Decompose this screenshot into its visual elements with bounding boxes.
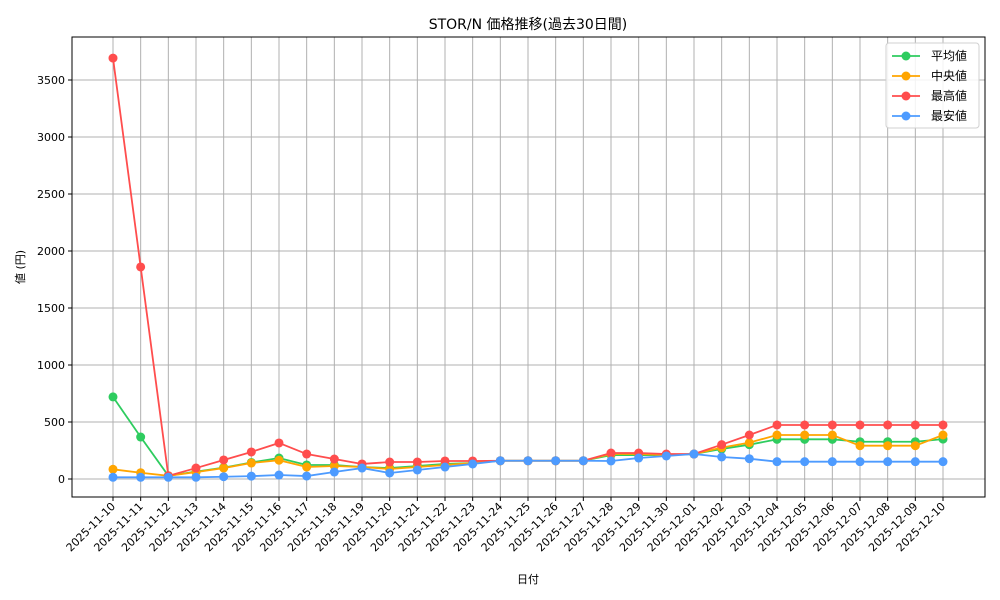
data-point xyxy=(136,472,146,482)
data-point xyxy=(661,451,671,461)
legend-label: 平均値 xyxy=(931,48,967,63)
data-point xyxy=(495,456,505,466)
data-point xyxy=(440,462,450,472)
data-point xyxy=(800,457,810,467)
data-point xyxy=(910,441,920,451)
data-point xyxy=(385,457,395,467)
data-point xyxy=(551,456,561,466)
legend-item: 最安値 xyxy=(892,108,967,123)
data-point xyxy=(938,457,948,467)
data-point xyxy=(827,457,837,467)
data-point xyxy=(136,432,146,442)
data-point xyxy=(302,449,312,459)
legend-label: 最高値 xyxy=(931,88,967,103)
data-point xyxy=(634,453,644,463)
data-point xyxy=(274,455,284,465)
data-point xyxy=(523,456,533,466)
data-point xyxy=(855,420,865,430)
data-point xyxy=(827,430,837,440)
data-point xyxy=(246,447,256,457)
data-point xyxy=(274,470,284,480)
data-point xyxy=(302,462,312,472)
y-tick-label: 500 xyxy=(44,416,65,429)
data-point xyxy=(772,420,782,430)
data-point xyxy=(246,471,256,481)
data-point xyxy=(412,457,422,467)
data-point xyxy=(800,420,810,430)
legend-label: 中央値 xyxy=(931,68,967,83)
data-point xyxy=(163,472,173,482)
data-point xyxy=(938,420,948,430)
data-point xyxy=(219,463,229,473)
grid xyxy=(72,37,985,497)
data-point xyxy=(689,449,699,459)
data-point xyxy=(744,430,754,440)
data-point xyxy=(468,459,478,469)
data-point xyxy=(219,455,229,465)
y-tick-label: 1500 xyxy=(37,302,65,315)
legend-label: 最安値 xyxy=(931,108,967,123)
data-point xyxy=(883,420,893,430)
data-point xyxy=(246,458,256,468)
data-point xyxy=(772,457,782,467)
data-point xyxy=(606,448,616,458)
data-point xyxy=(108,464,118,474)
data-point xyxy=(274,438,284,448)
y-tick-label: 3500 xyxy=(37,74,65,87)
legend-item: 最高値 xyxy=(892,88,967,103)
data-point xyxy=(772,430,782,440)
data-point xyxy=(855,441,865,451)
legend-item: 平均値 xyxy=(892,48,967,63)
data-point xyxy=(191,472,201,482)
x-axis-label: 日付 xyxy=(517,573,539,586)
data-point xyxy=(329,454,339,464)
data-point xyxy=(108,53,118,63)
data-point xyxy=(108,472,118,482)
data-point xyxy=(578,456,588,466)
data-point xyxy=(744,454,754,464)
y-tick-label: 0 xyxy=(58,473,65,486)
data-point xyxy=(800,430,810,440)
data-point xyxy=(219,472,229,482)
data-point xyxy=(827,420,837,430)
y-tick-label: 1000 xyxy=(37,359,65,372)
data-point xyxy=(329,467,339,477)
chart-title: STOR/N 価格推移(過去30日間) xyxy=(429,17,628,33)
data-point xyxy=(357,463,367,473)
y-tick-label: 2000 xyxy=(37,245,65,258)
data-point xyxy=(717,440,727,450)
data-point xyxy=(938,430,948,440)
data-point xyxy=(910,420,920,430)
data-point xyxy=(855,457,865,467)
data-point xyxy=(744,438,754,448)
series-lines xyxy=(108,53,948,482)
data-point xyxy=(302,471,312,481)
data-point xyxy=(606,456,616,466)
data-point xyxy=(191,463,201,473)
data-point xyxy=(108,392,118,402)
y-tick-label: 3000 xyxy=(37,131,65,144)
data-point xyxy=(883,457,893,467)
legend-item: 中央値 xyxy=(892,68,967,83)
data-point xyxy=(883,441,893,451)
y-tick-label: 2500 xyxy=(37,188,65,201)
series-3 xyxy=(108,449,948,482)
y-axis: 0 500 1000 1500 2000 2500 3000 3500 xyxy=(37,74,72,486)
x-axis: 2025-11-102025-11-112025-11-122025-11-13… xyxy=(64,497,948,554)
y-axis-label: 値 (円) xyxy=(14,250,27,284)
data-point xyxy=(385,468,395,478)
data-point xyxy=(910,457,920,467)
data-point xyxy=(412,465,422,475)
data-point xyxy=(136,262,146,272)
data-point xyxy=(717,452,727,462)
